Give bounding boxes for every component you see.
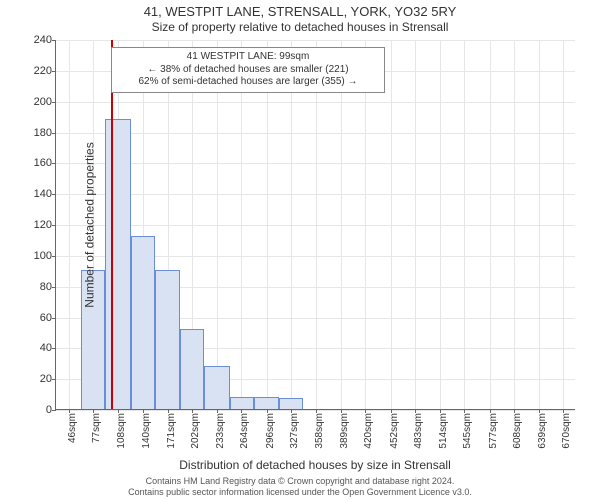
x-tick-label: 514sqm	[438, 413, 449, 449]
y-tick-label: 0	[46, 404, 52, 416]
x-tick-label: 670sqm	[561, 413, 572, 449]
gridline-v	[539, 40, 540, 409]
gridline-v	[563, 40, 564, 409]
x-tick-label: 545sqm	[462, 413, 473, 449]
y-tick-label: 20	[40, 373, 52, 385]
x-tick-label: 202sqm	[190, 413, 201, 449]
x-tick-label: 140sqm	[141, 413, 152, 449]
attribution-footer: Contains HM Land Registry data © Crown c…	[0, 476, 600, 498]
histogram-bar	[230, 397, 255, 409]
x-tick-label: 608sqm	[512, 413, 523, 449]
x-tick-label: 389sqm	[339, 413, 350, 449]
histogram-bar	[279, 398, 304, 409]
y-tick-label: 240	[34, 34, 52, 46]
gridline-v	[464, 40, 465, 409]
y-tick-mark	[52, 71, 56, 72]
y-tick-label: 220	[34, 65, 52, 77]
y-tick-mark	[52, 410, 56, 411]
y-tick-label: 80	[40, 281, 52, 293]
y-tick-mark	[52, 379, 56, 380]
histogram-bar	[180, 329, 205, 409]
y-tick-label: 140	[34, 188, 52, 200]
gridline-v	[391, 40, 392, 409]
gridline-v	[69, 40, 70, 409]
gridline-v	[415, 40, 416, 409]
x-axis-label: Distribution of detached houses by size …	[179, 458, 450, 472]
x-tick-label: 296sqm	[265, 413, 276, 449]
annotation-box: 41 WESTPIT LANE: 99sqm ← 38% of detached…	[111, 47, 385, 93]
gridline-v	[341, 40, 342, 409]
x-tick-label: 358sqm	[314, 413, 325, 449]
y-axis-label: Number of detached properties	[83, 142, 97, 307]
x-tick-label: 264sqm	[239, 413, 250, 449]
x-tick-label: 452sqm	[389, 413, 400, 449]
gridline-v	[440, 40, 441, 409]
gridline-v	[490, 40, 491, 409]
y-tick-mark	[52, 133, 56, 134]
y-tick-mark	[52, 318, 56, 319]
plot-area: 41 WESTPIT LANE: 99sqm ← 38% of detached…	[55, 40, 575, 410]
x-tick-label: 46sqm	[67, 413, 78, 443]
y-tick-label: 180	[34, 127, 52, 139]
y-tick-mark	[52, 102, 56, 103]
footer-line: Contains public sector information licen…	[0, 487, 600, 498]
y-tick-label: 160	[34, 157, 52, 169]
x-tick-label: 171sqm	[166, 413, 177, 449]
y-tick-label: 200	[34, 96, 52, 108]
histogram-chart: 41 WESTPIT LANE: 99sqm ← 38% of detached…	[55, 40, 575, 410]
x-tick-label: 77sqm	[91, 413, 102, 443]
x-tick-label: 233sqm	[215, 413, 226, 449]
x-tick-label: 639sqm	[537, 413, 548, 449]
y-tick-mark	[52, 256, 56, 257]
y-tick-label: 40	[40, 342, 52, 354]
y-tick-mark	[52, 348, 56, 349]
gridline-v	[514, 40, 515, 409]
page-subtitle: Size of property relative to detached ho…	[0, 20, 600, 36]
gridline-v	[365, 40, 366, 409]
annotation-line: 41 WESTPIT LANE: 99sqm	[118, 51, 378, 64]
annotation-line: ← 38% of detached houses are smaller (22…	[118, 64, 378, 77]
gridline-v	[217, 40, 218, 409]
x-tick-label: 577sqm	[488, 413, 499, 449]
x-tick-label: 108sqm	[116, 413, 127, 449]
y-tick-mark	[52, 194, 56, 195]
histogram-bar	[155, 270, 180, 409]
x-tick-label: 483sqm	[413, 413, 424, 449]
gridline-v	[241, 40, 242, 409]
histogram-bar	[204, 366, 229, 409]
y-tick-mark	[52, 40, 56, 41]
histogram-bar	[131, 236, 156, 409]
histogram-bar	[254, 397, 279, 409]
footer-line: Contains HM Land Registry data © Crown c…	[0, 476, 600, 487]
property-marker-line	[111, 40, 113, 409]
y-tick-label: 100	[34, 250, 52, 262]
annotation-line: 62% of semi-detached houses are larger (…	[118, 76, 378, 89]
y-tick-label: 120	[34, 219, 52, 231]
gridline-v	[267, 40, 268, 409]
x-tick-label: 420sqm	[363, 413, 374, 449]
page-title: 41, WESTPIT LANE, STRENSALL, YORK, YO32 …	[0, 0, 600, 20]
histogram-bar	[105, 119, 130, 409]
gridline-v	[316, 40, 317, 409]
y-tick-label: 60	[40, 312, 52, 324]
x-tick-label: 327sqm	[289, 413, 300, 449]
gridline-v	[291, 40, 292, 409]
y-tick-mark	[52, 163, 56, 164]
y-tick-mark	[52, 225, 56, 226]
y-tick-mark	[52, 287, 56, 288]
